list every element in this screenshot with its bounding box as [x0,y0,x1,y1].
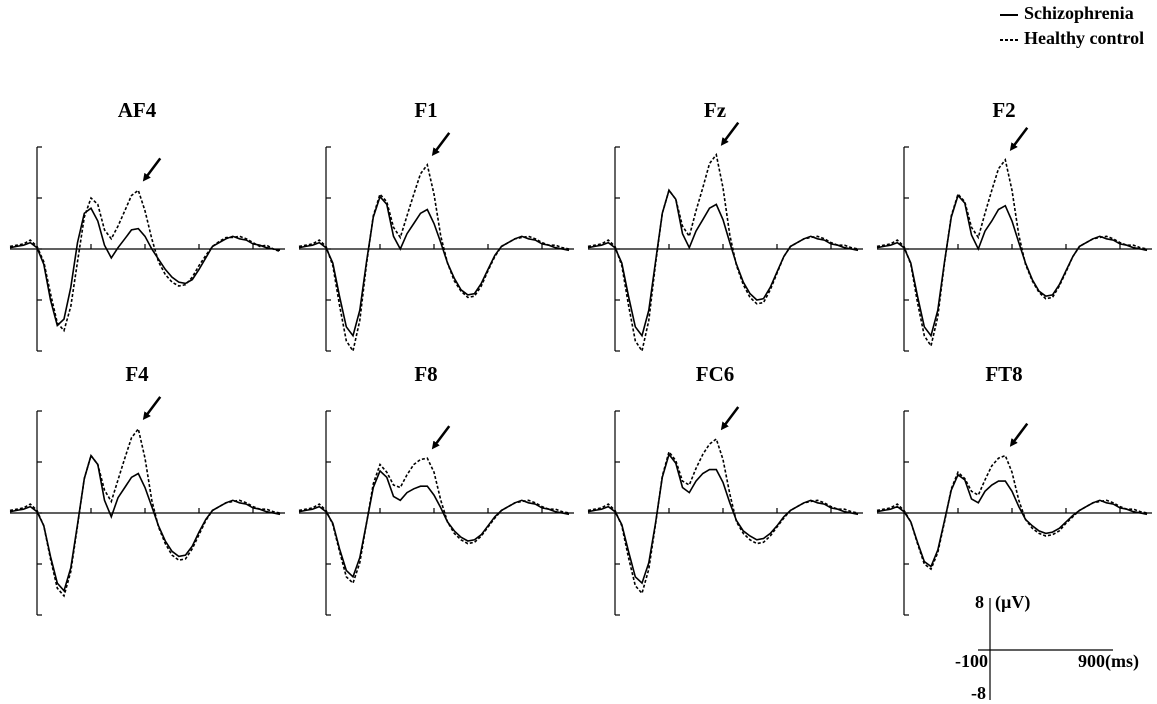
panel-title: F4 [125,362,149,386]
arrow [1009,422,1029,447]
series-line [9,453,281,593]
scale-label: (µV) [995,592,1030,613]
scale-bar: 8 (µV) -100 900(ms) -8 [955,592,1139,703]
series-line [298,195,570,338]
series-line [587,152,859,354]
series-line [9,206,281,328]
series-line [876,454,1148,571]
series-line [876,157,1148,348]
arrow [431,132,451,157]
scale-label: 8 [975,592,984,612]
series-line [298,457,570,585]
arrow [142,396,162,421]
series-line [587,437,859,595]
panel-title: FT8 [985,362,1022,386]
legend-label: Healthy control [1024,28,1144,48]
series-line [9,188,281,333]
scale-label: -8 [971,683,986,703]
legend: Schizophrenia Healthy control [1000,3,1144,48]
series-line [298,162,570,354]
legend-label: Schizophrenia [1024,3,1134,23]
arrow [431,425,451,450]
scale-label: 900(ms) [1078,651,1139,672]
panel-title: FC6 [696,362,735,386]
series-line [587,188,859,338]
panel-title: AF4 [118,98,157,122]
series-line [876,193,1148,338]
series-line [587,452,859,585]
panel-title: F2 [992,98,1015,122]
series-line [298,469,570,579]
series-line [876,473,1148,568]
panel-title: F1 [414,98,437,122]
series-line [9,427,281,598]
arrow [720,121,740,146]
arrow [142,157,162,182]
panel-title: Fz [704,98,726,122]
scale-label: -100 [955,651,988,671]
panel-title: F8 [414,362,437,386]
arrow [1009,127,1029,151]
arrow [720,406,740,431]
